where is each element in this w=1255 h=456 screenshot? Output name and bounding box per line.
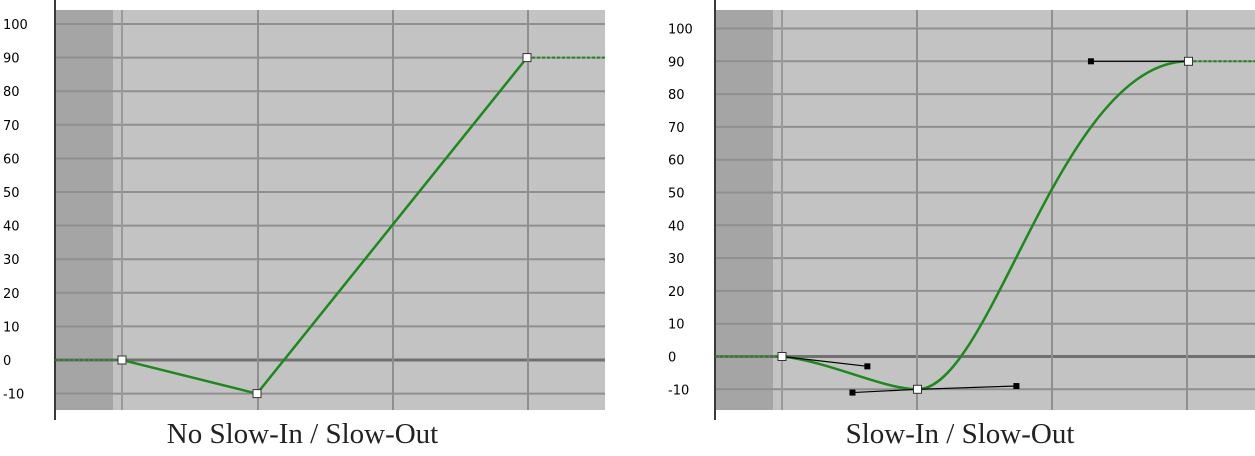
- plot-area: [55, 10, 605, 410]
- caption-no-slow-in-out: No Slow-In / Slow-Out: [166, 418, 439, 450]
- y-tick-label: 60: [668, 154, 685, 169]
- inactive-range-shade: [715, 10, 773, 410]
- y-tick-label: 40: [3, 220, 20, 235]
- y-tick-label: 70: [3, 119, 20, 134]
- y-tick-label: 100: [3, 18, 28, 33]
- y-tick-label: 70: [668, 121, 685, 136]
- y-tick-label: -10: [668, 383, 689, 398]
- inactive-range-shade: [55, 10, 113, 410]
- y-tick-label: 30: [668, 252, 685, 267]
- y-tick-label: 80: [668, 88, 685, 103]
- caption-slow-in-out: Slow-In / Slow-Out: [845, 418, 1075, 450]
- y-tick-label: 80: [3, 85, 20, 100]
- y-tick-label: 50: [668, 187, 685, 202]
- keyframe-marker[interactable]: [522, 53, 532, 63]
- y-tick-label: 10: [668, 318, 685, 333]
- y-tick-label: 0: [3, 354, 11, 369]
- y-tick-label: 50: [3, 186, 20, 201]
- y-tick-label: 30: [3, 253, 20, 268]
- y-tick-label: -10: [3, 388, 24, 403]
- y-tick-label: 20: [3, 287, 20, 302]
- y-tick-label: 90: [3, 52, 20, 67]
- keyframe-marker[interactable]: [1184, 56, 1193, 66]
- animation-curve[interactable]: [781, 60, 1189, 391]
- y-tick-label: 10: [3, 320, 20, 335]
- tangent-handle[interactable]: [1013, 383, 1020, 390]
- y-tick-label: 90: [668, 55, 685, 70]
- y-tick-label: 40: [668, 219, 685, 234]
- plot-area: [715, 10, 1255, 410]
- tangent-line: [781, 355, 868, 367]
- graph-panel-slow-in-out: 100 90 80 70 60 50 40 30 20 10 0 -10: [665, 0, 1255, 420]
- y-tick-label: 20: [668, 285, 685, 300]
- y-tick-label: 60: [3, 152, 20, 167]
- keyframe-marker[interactable]: [117, 355, 127, 365]
- tangent-line: [852, 388, 918, 394]
- tangent-handle[interactable]: [849, 389, 856, 396]
- keyframe-marker[interactable]: [777, 352, 787, 361]
- tangent-handle[interactable]: [1087, 58, 1094, 65]
- y-tick-label: 0: [668, 351, 676, 366]
- tangent-line: [917, 385, 1017, 390]
- keyframe-marker[interactable]: [252, 389, 262, 399]
- keyframe-marker[interactable]: [913, 384, 922, 394]
- y-tick-label: 100: [668, 23, 693, 38]
- graph-panel-no-slow-in-out: 100 90 80 70 60 50 40 30 20 10 0 -10: [0, 0, 605, 420]
- tangent-handle[interactable]: [864, 363, 871, 370]
